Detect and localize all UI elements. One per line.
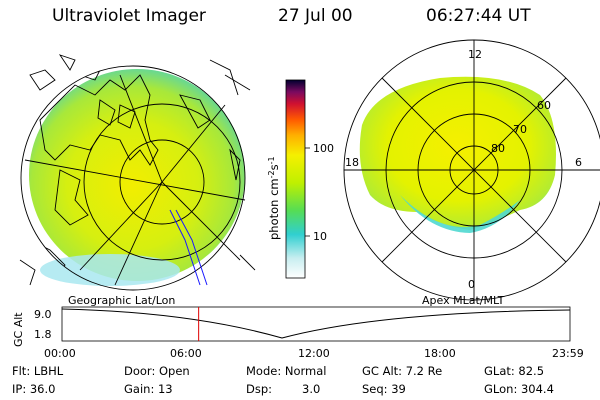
timeline-y-tick-high: 9.0	[34, 308, 52, 321]
dsp-value: 3.0	[302, 382, 321, 396]
mlat-label-60: 60	[537, 99, 551, 112]
apex-grid	[343, 39, 600, 301]
geographic-image	[19, 54, 256, 291]
glon-readout: GLon: 304.4	[484, 382, 554, 396]
gain-readout: Gain: 13	[124, 382, 173, 396]
geo-grid	[20, 65, 246, 291]
geo-emission-disk	[29, 69, 245, 281]
outer-coastlines	[19, 54, 256, 286]
mlat-label-80: 80	[491, 142, 505, 155]
seq-readout: Seq: 39	[362, 382, 406, 396]
colorbar-tick-10: 10	[313, 230, 327, 243]
geographic-panel-label: Geographic Lat/Lon	[68, 294, 175, 307]
timeline-x-tick-0600: 06:00	[170, 347, 202, 360]
timeline-y-label: GC Alt	[12, 312, 25, 347]
colorbar-tick-100: 100	[313, 142, 334, 155]
ip-readout: IP: 36.0	[12, 382, 56, 396]
time-label: 06:27:44 UT	[426, 6, 531, 26]
timeline-x-tick-0000: 00:00	[44, 347, 76, 360]
mlt-label-12: 12	[468, 48, 482, 61]
mlt-label-18: 18	[345, 156, 359, 169]
gc-alt-curve	[61, 308, 571, 339]
mlt-label-6: 6	[575, 156, 582, 169]
mlt-label-0: 0	[468, 278, 475, 291]
colorbar-unit-label: photon cm-2s-1	[267, 156, 281, 240]
colorbar-scale	[285, 79, 306, 279]
door-readout: Door: Open	[124, 364, 190, 378]
timeline-panel: Geographic Lat/Lon Apex MLat/MLT GC Alt …	[12, 294, 584, 360]
timeline-y-tick-low: 1.8	[34, 328, 52, 341]
orbit-track	[169, 209, 201, 286]
title-bar: Ultraviolet Imager 27 Jul 00 06:27:44 UT	[0, 6, 600, 30]
dsp-label: Dsp:	[246, 382, 273, 396]
timeline-x-tick-2359: 23:59	[552, 347, 584, 360]
instrument-title: Ultraviolet Imager	[52, 6, 206, 26]
timeline-frame	[61, 306, 571, 342]
gc-alt-readout: GC Alt: 7.2 Re	[362, 364, 443, 378]
glat-readout: GLat: 82.5	[484, 364, 545, 378]
mode-readout: Mode: Normal	[246, 364, 327, 378]
timeline-x-tick-1200: 12:00	[298, 347, 330, 360]
filter-readout: Flt: LBHL	[12, 364, 64, 378]
apex-image: 12 18 6 0 60 70 80	[343, 39, 600, 301]
apex-panel-label: Apex MLat/MLT	[422, 294, 505, 307]
colorbar: 100 10 photon cm-2s-1	[267, 79, 334, 279]
date-label: 27 Jul 00	[278, 6, 353, 26]
timeline-x-tick-1800: 18:00	[424, 347, 456, 360]
mlat-label-70: 70	[513, 123, 527, 136]
